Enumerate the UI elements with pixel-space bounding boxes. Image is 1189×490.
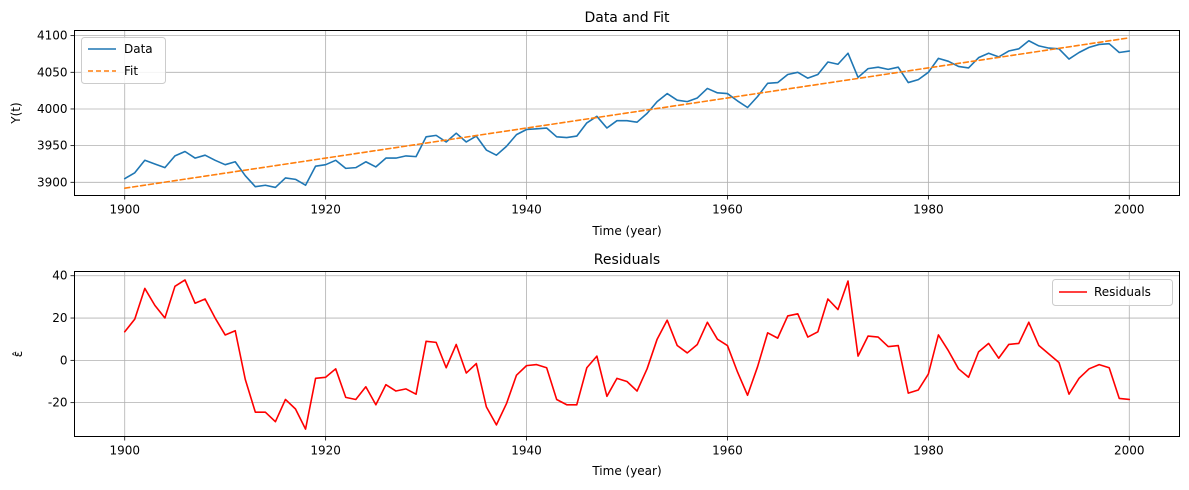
x-tick-label: 1940 (511, 444, 542, 458)
y-tick-label: 4000 (37, 102, 68, 116)
y-tick-label: 0 (60, 353, 68, 367)
chart-title: Data and Fit (584, 10, 670, 26)
ticks: 1900 1920 1940 1960 1980 2000 3900 3950 4000 4050… (37, 29, 1145, 217)
y-tick-label: -20 (48, 396, 68, 410)
x-axis-label: Time (year) (591, 464, 661, 478)
legend: Data Fit (81, 37, 166, 84)
y-tick-label: 3900 (37, 175, 68, 189)
series-line-fit (123, 37, 1131, 189)
plot-lines (123, 279, 1131, 430)
y-tick-label: 3950 (37, 139, 68, 153)
x-tick-label: 1980 (913, 203, 944, 217)
series-line-data (123, 39, 1131, 189)
x-tick-label: 1900 (109, 444, 140, 458)
plot-lines (123, 37, 1131, 189)
x-tick-label: 1980 (913, 444, 944, 458)
x-tick-label: 1960 (712, 444, 743, 458)
ticks: 1900 1920 1940 1960 1980 2000 -20 0 20 40 (48, 269, 1145, 458)
grid (74, 271, 1180, 437)
chart-data-and-fit: Data and Fit 1900 1920 1940 1960 1980 2000 390… (9, 10, 1180, 238)
x-tick-label: 2000 (1114, 444, 1145, 458)
y-axis-label: Y(t) (9, 102, 23, 124)
x-tick-label: 1920 (310, 203, 341, 217)
x-tick-label: 1920 (310, 444, 341, 458)
series-line-residuals (123, 279, 1131, 430)
legend-fit-label: Fit (124, 64, 138, 78)
grid (74, 30, 1180, 196)
axes-frame (74, 271, 1180, 437)
chart-residuals: Residuals 1900 1920 1940 1960 1980 2000 -20 0 20… (11, 252, 1180, 478)
x-tick-label: 1900 (109, 203, 140, 217)
y-tick-label: 20 (52, 311, 67, 325)
axes-frame (74, 30, 1180, 196)
legend-residuals-label: Residuals (1094, 285, 1151, 299)
legend-data-label: Data (124, 42, 153, 56)
y-tick-label: 4100 (37, 29, 68, 43)
y-tick-label: 4050 (37, 65, 68, 79)
x-tick-label: 1940 (511, 203, 542, 217)
legend: Residuals (1052, 279, 1173, 306)
x-tick-label: 1960 (712, 203, 743, 217)
y-axis-label: ε̂ (11, 351, 25, 358)
y-tick-label: 40 (52, 269, 67, 283)
x-tick-label: 2000 (1114, 203, 1145, 217)
x-axis-label: Time (year) (591, 224, 661, 238)
legend-box (1052, 279, 1173, 306)
chart-title: Residuals (594, 252, 660, 268)
